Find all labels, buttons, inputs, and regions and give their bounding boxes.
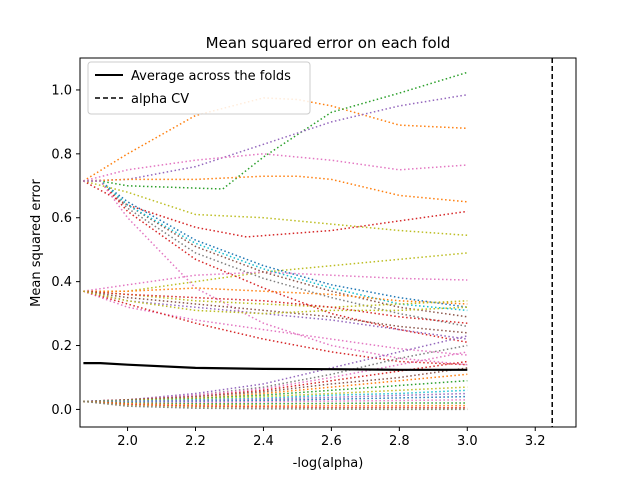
axes-frame (79, 57, 577, 428)
fold-line-14 (83, 180, 468, 312)
fold-line-36 (83, 400, 468, 405)
y-tick-label: 0.0 (51, 403, 72, 418)
x-tick-label: 3.2 (525, 434, 546, 449)
fold-line-12 (83, 180, 468, 328)
x-tick-label: 2.0 (117, 434, 138, 449)
fold-line-21 (83, 290, 468, 356)
plot-area (83, 58, 553, 427)
legend-entry-average: Average across the folds (131, 69, 291, 84)
legend-box (87, 61, 311, 115)
x-tick-label: 2.8 (389, 434, 410, 449)
fold-line-9 (83, 271, 468, 292)
fold-line-23 (83, 290, 468, 315)
fold-line-6 (83, 180, 468, 237)
y-tick-label: 0.4 (51, 275, 72, 290)
y-axis: 0.0 0.2 0.4 0.6 0.8 1.0 (51, 83, 80, 418)
fold-line-37 (83, 400, 468, 407)
fold-line-13 (83, 180, 468, 344)
fold-line-19 (83, 290, 468, 334)
fold-line-5 (83, 175, 468, 203)
x-axis-label: -log(alpha) (293, 456, 364, 471)
fold-line-22 (83, 290, 468, 366)
x-tick-label: 2.4 (253, 434, 274, 449)
fold-line-7 (83, 180, 468, 238)
x-tick-label: 3.0 (457, 434, 478, 449)
x-tick-label: 2.2 (185, 434, 206, 449)
fold-line-11 (83, 180, 468, 318)
fold-line-40 (83, 400, 468, 411)
chart-title: Mean squared error on each fold (206, 34, 451, 52)
y-tick-label: 1.0 (51, 83, 72, 98)
legend-entry-alpha-cv: alpha CV (131, 92, 189, 107)
legend: Average across the folds alpha CV (87, 61, 311, 115)
fold-line-18 (83, 290, 468, 324)
fold-line-38 (83, 400, 468, 409)
y-axis-label: Mean squared error (29, 179, 44, 307)
fold-line-10 (83, 180, 468, 308)
x-tick-label: 2.6 (321, 434, 342, 449)
y-tick-label: 0.8 (51, 147, 72, 162)
y-tick-label: 0.2 (51, 339, 72, 354)
fold-line-16 (83, 287, 468, 305)
fold-line-35 (83, 399, 468, 404)
y-tick-label: 0.6 (51, 211, 72, 226)
x-axis: 2.0 2.2 2.4 2.6 2.8 3.0 3.2 (117, 427, 546, 449)
average-line (83, 362, 468, 371)
fold-line-15 (83, 180, 468, 366)
